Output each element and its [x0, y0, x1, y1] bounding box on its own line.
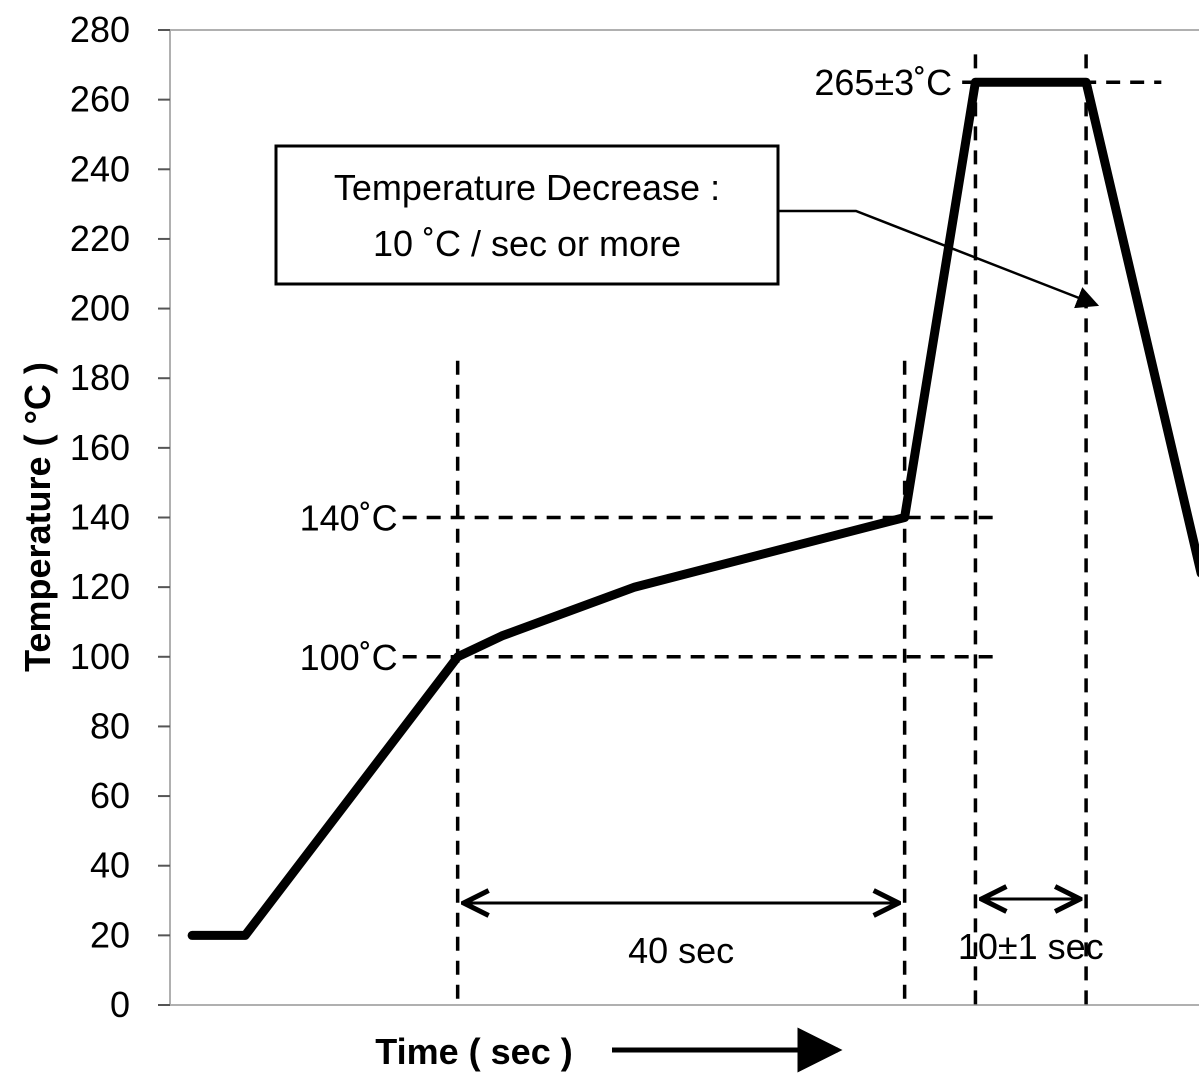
annotation-line-2: 10 ˚C / sec or more [373, 223, 681, 264]
y-tick-label: 60 [90, 775, 130, 816]
y-tick-label: 240 [70, 148, 130, 189]
y-axis-title: Temperature ( °C ) [17, 362, 58, 672]
y-tick-label: 160 [70, 427, 130, 468]
y-tick-label: 280 [70, 9, 130, 50]
y-tick-label: 80 [90, 705, 130, 746]
span-label: 40 sec [628, 930, 734, 971]
y-tick-label: 200 [70, 288, 130, 329]
y-tick-label: 100 [70, 636, 130, 677]
annotation-pointer [778, 209, 1100, 309]
guide-label: 140˚C [300, 498, 398, 539]
y-tick-label: 20 [90, 914, 130, 955]
y-tick-label: 140 [70, 497, 130, 538]
y-tick-label: 0 [110, 984, 130, 1025]
temperature-profile-line [187, 77, 1199, 940]
annotation-box [274, 144, 780, 286]
duration-spans: 40 sec 10±1 sec [464, 899, 1104, 971]
span-label: 10±1 sec [958, 926, 1104, 967]
x-axis-title: Time ( sec ) [375, 1031, 572, 1072]
annotation-line-1: Temperature Decrease : [334, 167, 720, 208]
guide-label: 265±3˚C [814, 62, 952, 103]
y-tick-label: 120 [70, 566, 130, 607]
y-tick-label: 220 [70, 218, 130, 259]
annotation-callout: Temperature Decrease : 10 ˚C / sec or mo… [274, 144, 1100, 309]
guide-label: 100˚C [300, 637, 398, 678]
y-tick-label: 40 [90, 845, 130, 886]
y-axis: 0 20 40 60 80 100 120 140 160 180 200 220 240 260 280 [70, 9, 170, 1025]
y-tick-label: 180 [70, 357, 130, 398]
y-tick-label: 260 [70, 79, 130, 120]
